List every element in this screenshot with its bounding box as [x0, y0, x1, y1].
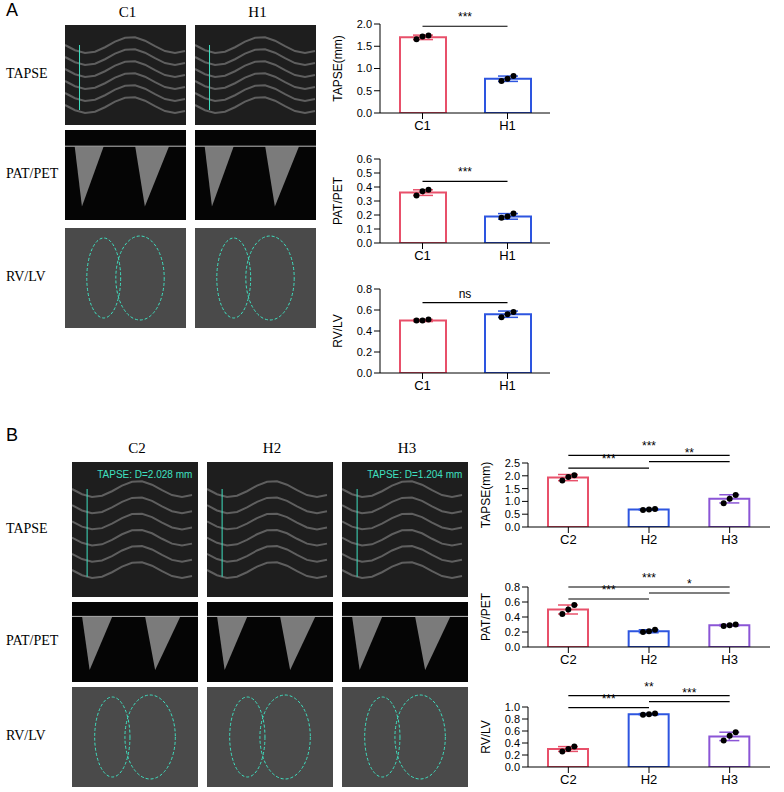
svg-text:TAPSE(mm): TAPSE(mm): [331, 35, 345, 101]
svg-text:2.0: 2.0: [505, 470, 520, 482]
svg-text:C1: C1: [414, 118, 431, 133]
svg-text:H2: H2: [641, 532, 658, 547]
svg-text:0.5: 0.5: [505, 508, 520, 520]
svg-text:C2: C2: [560, 652, 577, 667]
svg-text:0.8: 0.8: [505, 713, 520, 725]
svg-text:PAT/PET: PAT/PET: [331, 176, 345, 225]
svg-text:PAT/PET: PAT/PET: [479, 592, 493, 641]
svg-text:0.0: 0.0: [357, 367, 372, 379]
svg-text:H1: H1: [499, 378, 516, 393]
svg-text:**: **: [644, 680, 654, 694]
svg-text:H1: H1: [499, 248, 516, 263]
svg-text:0.6: 0.6: [357, 153, 372, 165]
svg-text:H2: H2: [641, 772, 658, 787]
svg-text:0.2: 0.2: [357, 209, 372, 221]
svg-text:0.0: 0.0: [357, 237, 372, 249]
svg-text:0.0: 0.0: [505, 521, 520, 533]
html-text:TAPSE: TAPSE: [6, 66, 48, 81]
svg-text:0.4: 0.4: [357, 325, 372, 337]
svg-text:TAPSE(mm): TAPSE(mm): [479, 462, 493, 528]
svg-text:0.4: 0.4: [357, 181, 372, 193]
svg-text:1.0: 1.0: [505, 495, 520, 507]
html-text:PAT/PET: PAT/PET: [6, 633, 59, 648]
html-text:H3: H3: [397, 440, 417, 456]
svg-text:0.6: 0.6: [505, 596, 520, 608]
svg-text:0.8: 0.8: [505, 581, 520, 593]
html-text:TAPSE: TAPSE: [6, 520, 48, 536]
svg-text:H3: H3: [721, 652, 738, 667]
svg-text:0.2: 0.2: [505, 626, 520, 638]
svg-text:RV/LV: RV/LV: [479, 720, 493, 754]
svg-text:1.0: 1.0: [505, 701, 520, 713]
svg-text:2.5: 2.5: [505, 457, 520, 469]
html-text:PAT/PET: PAT/PET: [6, 166, 59, 181]
svg-text:***: ***: [602, 692, 616, 706]
svg-text:0.0: 0.0: [505, 641, 520, 653]
svg-text:**: **: [685, 446, 695, 460]
svg-text:0.0: 0.0: [505, 761, 520, 773]
html-text:H1: H1: [248, 4, 267, 20]
svg-text:***: ***: [642, 571, 656, 585]
svg-text:H3: H3: [721, 772, 738, 787]
svg-text:0.6: 0.6: [357, 304, 372, 316]
html-text:C1: C1: [118, 4, 137, 20]
svg-text:C1: C1: [414, 378, 431, 393]
svg-text:0.2: 0.2: [357, 346, 372, 358]
svg-text:***: ***: [682, 686, 696, 700]
html-text:RV/LV: RV/LV: [6, 728, 46, 743]
html-text:B: B: [6, 425, 18, 445]
svg-text:0.5: 0.5: [357, 85, 372, 97]
svg-text:***: ***: [602, 452, 616, 466]
svg-text:0.5: 0.5: [357, 167, 372, 179]
svg-text:***: ***: [458, 10, 472, 24]
svg-text:1.5: 1.5: [505, 483, 520, 495]
svg-text:0.8: 0.8: [357, 283, 372, 295]
svg-text:H3: H3: [721, 532, 738, 547]
html-text:H2: H2: [262, 440, 282, 456]
svg-text:C1: C1: [414, 248, 431, 263]
svg-text:2.0: 2.0: [357, 18, 372, 30]
svg-text:RV/LV: RV/LV: [331, 314, 345, 348]
svg-text:C2: C2: [560, 772, 577, 787]
svg-text:TAPSE: D=2.028 mm: TAPSE: D=2.028 mm: [97, 469, 192, 480]
svg-text:H1: H1: [499, 118, 516, 133]
html-text:RV/LV: RV/LV: [6, 269, 46, 284]
svg-text:0.4: 0.4: [505, 737, 520, 749]
svg-text:1.5: 1.5: [357, 40, 372, 52]
html-text:A: A: [6, 0, 18, 20]
html-text:C2: C2: [128, 440, 146, 456]
svg-text:***: ***: [602, 583, 616, 597]
svg-text:***: ***: [642, 439, 656, 453]
svg-text:0.6: 0.6: [505, 725, 520, 737]
svg-text:TAPSE: D=1.204 mm: TAPSE: D=1.204 mm: [367, 469, 462, 480]
svg-text:0.2: 0.2: [505, 749, 520, 761]
svg-text:0.0: 0.0: [357, 107, 372, 119]
svg-text:0.1: 0.1: [357, 223, 372, 235]
svg-text:1.0: 1.0: [357, 62, 372, 74]
svg-text:H2: H2: [641, 652, 658, 667]
svg-text:*: *: [687, 577, 692, 591]
svg-text:ns: ns: [459, 287, 472, 301]
svg-text:***: ***: [458, 165, 472, 179]
svg-text:C2: C2: [560, 532, 577, 547]
svg-text:0.4: 0.4: [505, 611, 520, 623]
svg-text:0.3: 0.3: [357, 195, 372, 207]
